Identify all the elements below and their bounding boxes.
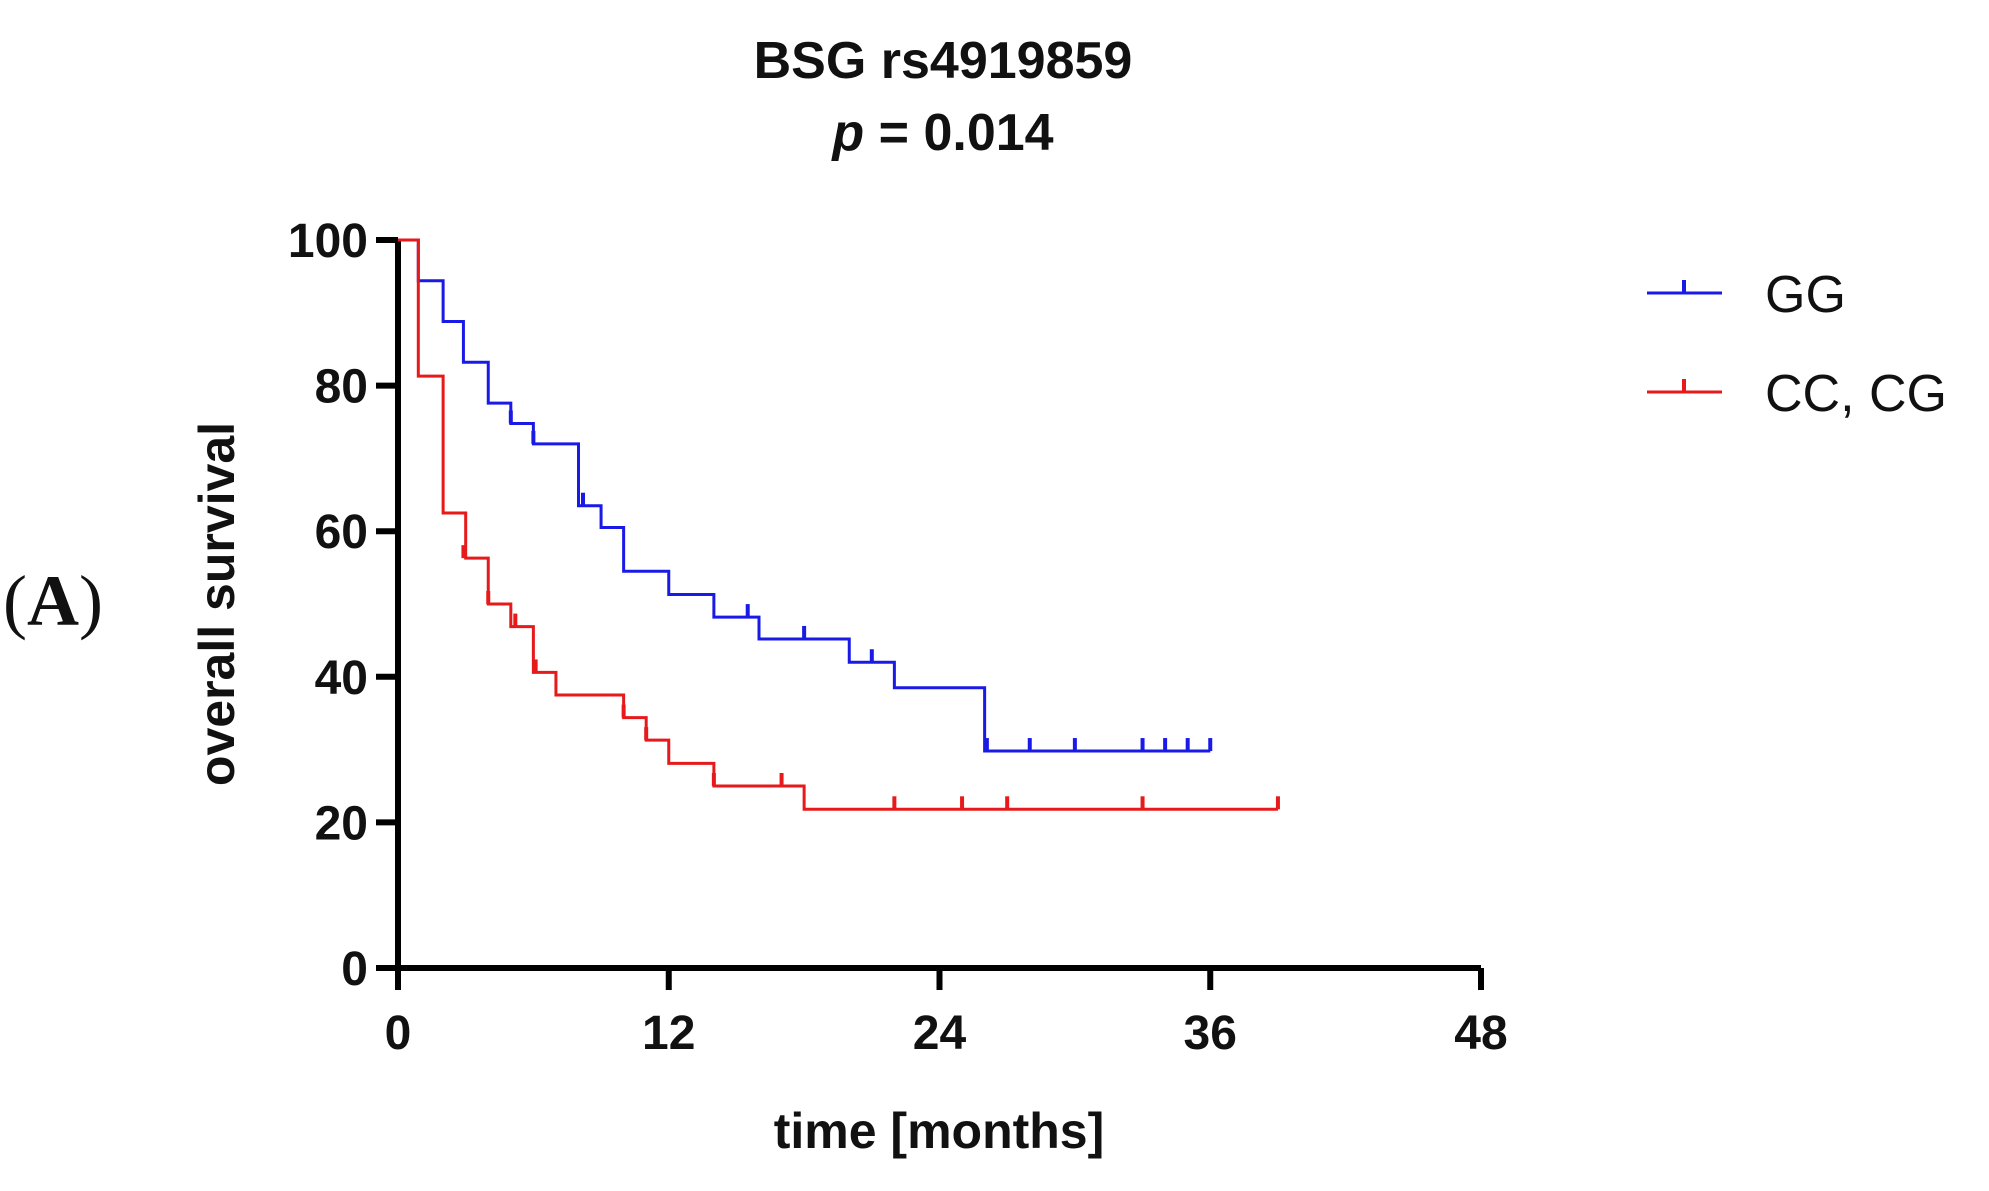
- x-tick-label: 36: [1184, 1007, 1237, 1060]
- x-axis-label: time [months]: [774, 1103, 1105, 1159]
- y-axis-label: overall survival: [189, 422, 245, 786]
- y-tick-label: 100: [288, 215, 368, 268]
- x-tick-label: 12: [642, 1007, 695, 1060]
- survival-curve-gg: [398, 238, 1211, 753]
- y-ticks: 0 20 40 60 80 100: [288, 215, 398, 996]
- series-gg: [398, 238, 1213, 753]
- legend-label-cc-cg: CC, CG: [1765, 365, 1947, 423]
- x-tick-label: 24: [913, 1007, 967, 1060]
- legend-label-gg: GG: [1765, 266, 1846, 324]
- series-layer: [398, 238, 1280, 811]
- x-tick-label: 0: [385, 1007, 412, 1060]
- y-tick-label: 80: [315, 361, 368, 414]
- axes: [395, 240, 1481, 971]
- y-tick-label: 20: [315, 797, 368, 850]
- legend-item-gg: GG: [1647, 266, 1846, 324]
- chart-title: BSG rs4919859: [754, 32, 1133, 90]
- y-tick-label: 40: [315, 652, 368, 705]
- survival-curve-cc-cg: [398, 238, 1278, 811]
- x-ticks: 0 12 24 36 48: [385, 968, 1508, 1060]
- y-tick-label: 0: [341, 943, 368, 996]
- chart-subtitle-p-value: p = 0.014: [830, 104, 1053, 162]
- legend-item-cc-cg: CC, CG: [1647, 365, 1947, 423]
- y-tick-label: 60: [315, 506, 368, 559]
- legend: GG CC, CG: [1647, 266, 1947, 423]
- series-cc-cg: [398, 238, 1280, 811]
- x-tick-label: 48: [1454, 1007, 1507, 1060]
- panel-label: (A): [3, 561, 103, 641]
